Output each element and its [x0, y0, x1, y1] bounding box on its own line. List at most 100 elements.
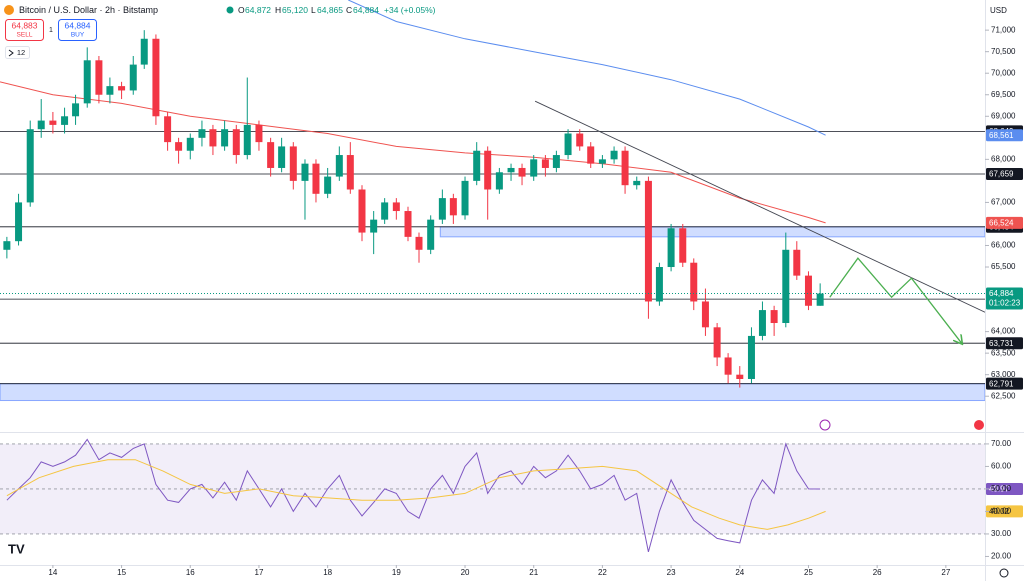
change: +34 (+0.05%) — [384, 5, 436, 15]
rsi-pane — [0, 438, 985, 553]
candle-body — [392, 202, 400, 212]
ohlc-label: L — [311, 5, 316, 15]
zone — [439, 226, 985, 238]
y-tick-label: 66,000 — [991, 241, 1016, 250]
candle-body — [427, 219, 435, 250]
candle-body — [335, 155, 343, 177]
indicator-count: 12 — [17, 48, 25, 57]
chevron-icon — [8, 49, 14, 57]
last-price-label: 64,884 — [989, 289, 1014, 298]
x-tick-label: 23 — [667, 568, 676, 577]
zone — [0, 383, 985, 402]
settings-icon[interactable] — [999, 568, 1009, 578]
currency-label: USD — [990, 6, 1007, 15]
level-tag — [986, 168, 1023, 181]
candle-body — [15, 202, 23, 242]
candle-body — [507, 167, 515, 173]
y-tick-label: 62,500 — [991, 391, 1016, 400]
candle-body — [312, 163, 320, 194]
market-status — [226, 6, 234, 14]
sell-price: 64,883 — [12, 20, 38, 30]
ohlc-value: 64,865 — [317, 5, 343, 15]
candle-body — [736, 374, 744, 379]
rsi-line — [6, 438, 821, 553]
candle-body — [324, 176, 332, 194]
y-tick-label: 71,000 — [991, 25, 1016, 34]
level-tag-label: 67,659 — [989, 170, 1014, 179]
candle-body — [541, 159, 549, 168]
y-tick-label: 70.00 — [991, 439, 1012, 448]
y-tick-label: 30.00 — [991, 529, 1012, 538]
candle-body — [140, 38, 148, 65]
candle-body — [495, 172, 503, 190]
y-tick-label: 63,500 — [991, 348, 1016, 357]
buy-label: BUY — [71, 32, 85, 39]
candle-body — [576, 133, 584, 147]
buy-button[interactable] — [58, 19, 97, 41]
y-tick-label: 67,000 — [991, 198, 1016, 207]
candle-body — [461, 180, 469, 216]
y-tick-label: 20.00 — [991, 552, 1012, 561]
ohlc-label: C — [346, 5, 352, 15]
projection — [829, 257, 962, 343]
candle-body — [164, 116, 172, 143]
level-tag — [986, 377, 1023, 390]
coin-icon — [4, 5, 14, 15]
sell-label: SELL — [17, 32, 33, 39]
sell-button[interactable] — [5, 19, 44, 41]
x-tick-label: 15 — [117, 568, 126, 577]
ohlc-label: O — [238, 5, 245, 15]
candle-body — [49, 120, 57, 125]
y-tick-label: 70,500 — [991, 47, 1016, 56]
moving-average — [0, 81, 826, 224]
x-tick-label: 22 — [598, 568, 607, 577]
candle-body — [267, 142, 275, 168]
candle-body — [747, 335, 755, 379]
candle-body — [129, 64, 137, 91]
ohlc-value: 65,120 — [282, 5, 308, 15]
candle-body — [690, 262, 698, 302]
overlay: 68,64967,65966,43464,75563,73162,79166,5… — [986, 125, 1023, 518]
candle-body — [221, 129, 229, 147]
level-tag — [986, 337, 1023, 350]
candle-body — [552, 155, 560, 168]
y-tick-label: 40.00 — [991, 507, 1012, 516]
candle-body — [713, 327, 721, 358]
candle-body — [530, 159, 538, 177]
candle-body — [598, 159, 606, 164]
moving-average — [348, 0, 826, 136]
candle-body — [278, 146, 286, 168]
candle-body — [152, 38, 160, 117]
rsi-tag — [986, 505, 1023, 518]
level-tag-label: 62,791 — [989, 379, 1014, 388]
candle-body — [358, 189, 366, 233]
candle-body — [816, 293, 824, 306]
x-tick-label: 25 — [804, 568, 813, 577]
candle-body — [26, 129, 34, 203]
candle-body — [106, 86, 114, 95]
buy-price: 64,884 — [65, 20, 91, 30]
event-icon[interactable] — [819, 419, 831, 431]
candle-body — [610, 150, 618, 160]
rsi-tag-label: 49.97 — [989, 485, 1010, 494]
candle-body — [770, 310, 778, 324]
y-tick-label: 69,500 — [991, 90, 1016, 99]
candle-body — [793, 249, 801, 276]
candle-body — [655, 267, 663, 302]
candle-body — [415, 236, 423, 250]
candle-body — [473, 150, 481, 181]
x-tick-label: 18 — [323, 568, 332, 577]
candle-body — [186, 137, 194, 151]
trendline — [534, 100, 985, 313]
candle-body — [701, 301, 709, 328]
ma-tag — [986, 216, 1023, 229]
flag-icon[interactable] — [974, 420, 984, 430]
candle-body — [667, 228, 675, 268]
y-tick-label: 50.00 — [991, 484, 1012, 493]
last-price-tag — [986, 287, 1023, 310]
indicator-toggle[interactable] — [5, 46, 30, 59]
price-pane — [0, 0, 985, 402]
candle-body — [209, 129, 217, 147]
y-tick-label: 68,000 — [991, 154, 1016, 163]
